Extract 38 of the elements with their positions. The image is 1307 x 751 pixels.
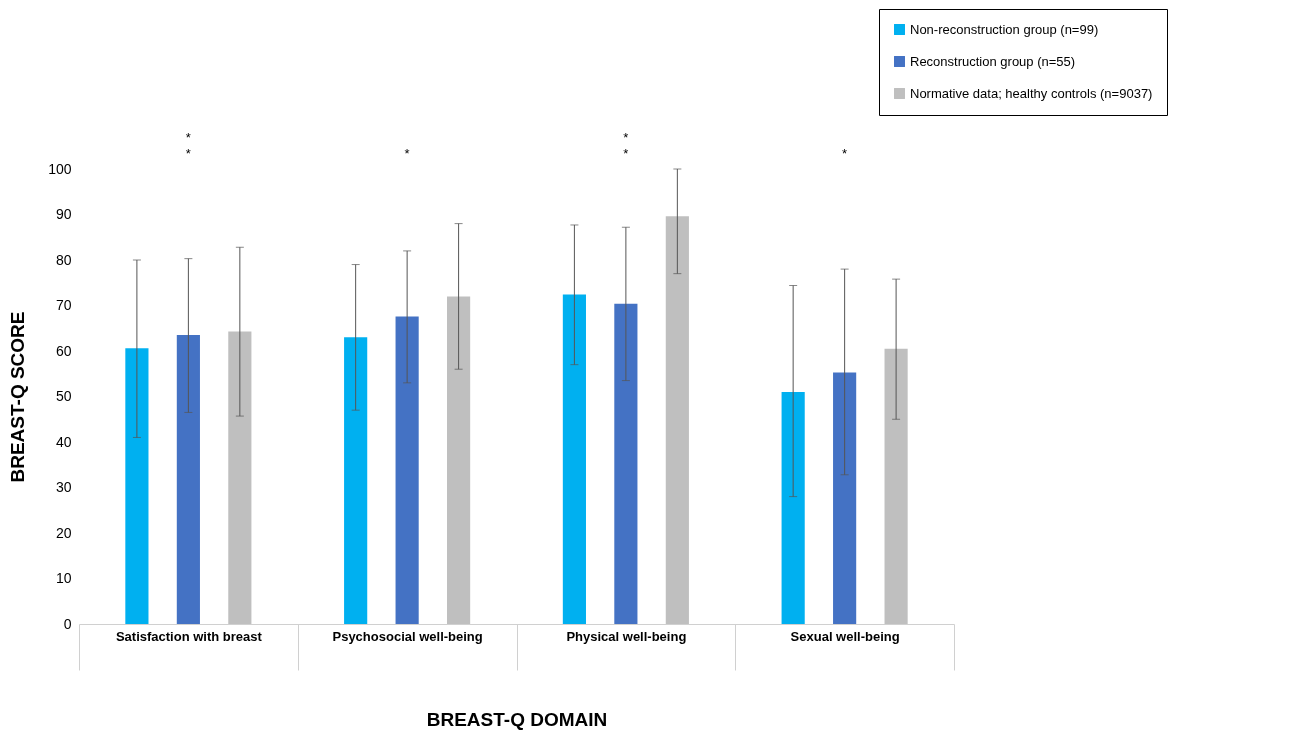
y-tick-label: 40 [55,433,72,450]
bar [395,316,419,624]
y-tick-label: 50 [55,388,72,404]
y-axis-title: BREAST-Q SCORE [7,311,29,483]
bar [344,337,368,624]
x-tick-label: Sexual well-being [790,628,900,644]
y-tick-label: 10 [55,570,72,586]
bar [665,216,689,624]
bar [562,294,586,624]
y-tick-label: 60 [55,342,72,359]
legend-label: Non-reconstruction group (n=99) [910,21,1099,37]
bar [884,348,908,624]
bar [614,303,638,624]
y-tick-label: 90 [55,206,72,222]
bar [228,331,252,624]
x-tick-label: Physical well-being [566,628,687,644]
bar [176,335,200,624]
text: * [404,146,410,161]
text: * [185,146,191,161]
y-tick-label: 80 [55,251,72,268]
legend-label: Normative data; healthy controls (n=9037) [910,85,1153,101]
y-tick-label: 30 [55,479,72,495]
bar [125,348,149,624]
legend-label: Reconstruction group (n=55) [910,53,1076,69]
x-tick-label: Psychosocial well-being [332,628,483,644]
y-tick-label: 70 [55,297,72,313]
x-axis-title: BREAST-Q DOMAIN [426,709,608,730]
text: * [842,146,848,161]
text: * [185,130,191,145]
y-tick-label: 100 [48,160,72,177]
bar [781,391,805,624]
x-tick-label: Satisfaction with breast [115,628,263,644]
bar [447,296,471,624]
text: * [623,130,629,145]
y-tick-label: 20 [55,524,72,541]
text: * [623,146,629,161]
y-tick-label: 0 [63,615,72,632]
bar [833,372,857,624]
